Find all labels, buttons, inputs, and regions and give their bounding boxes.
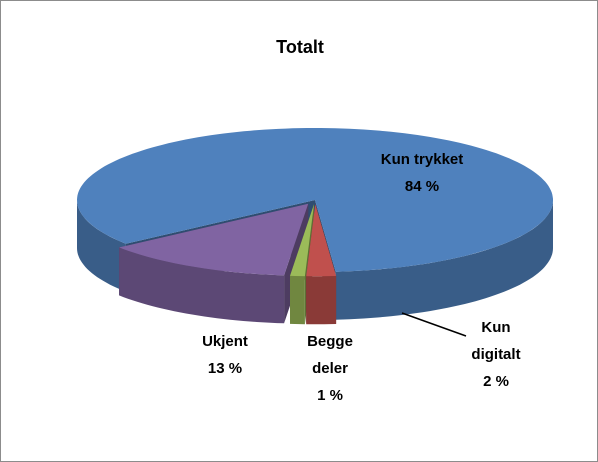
category-label: Begge deler	[307, 333, 353, 377]
value-label: 1 %	[317, 387, 343, 404]
slice-wall	[119, 247, 285, 324]
slice-wall	[77, 200, 126, 292]
value-label: 2 %	[483, 373, 509, 390]
slice	[306, 204, 337, 277]
leader-line	[401, 312, 467, 337]
chart-title: Totalt	[276, 37, 324, 57]
value-label: 13 %	[208, 360, 242, 377]
category-label: Ukjent	[202, 333, 248, 350]
slice-wall	[335, 200, 553, 320]
slice	[119, 203, 309, 276]
slice	[290, 204, 314, 277]
slice-wall	[290, 275, 305, 325]
category-label: Kun digitalt	[471, 319, 520, 363]
slice	[77, 128, 553, 272]
value-label: 84 %	[405, 178, 439, 195]
slice-wall	[306, 276, 337, 325]
category-label: Kun trykket	[381, 151, 464, 168]
